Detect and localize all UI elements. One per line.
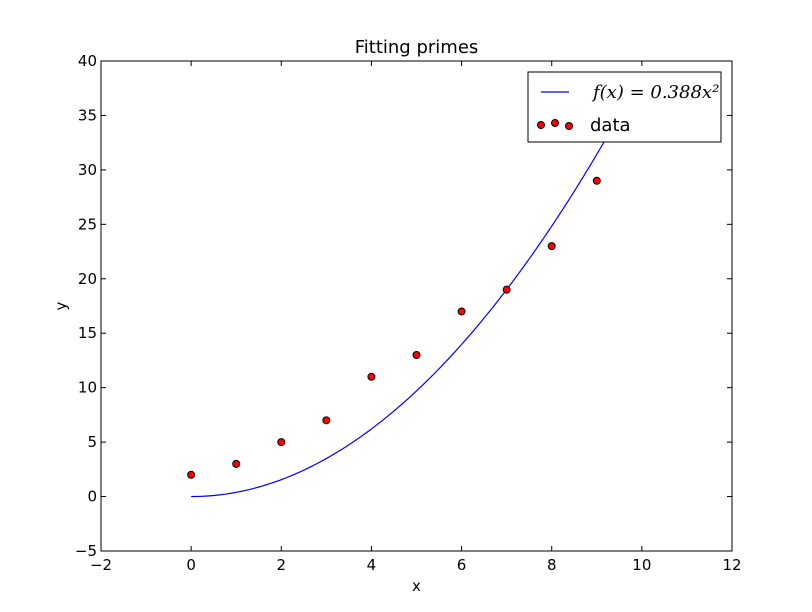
y-tick-label: 5 bbox=[87, 433, 97, 451]
x-tick-label: 0 bbox=[186, 556, 196, 574]
y-tick-label: 10 bbox=[78, 379, 97, 397]
y-tick-label: 30 bbox=[78, 161, 97, 179]
legend-scatter-swatch bbox=[565, 122, 573, 130]
legend: f(x) = 0.388x² data bbox=[527, 71, 722, 143]
y-axis-label: y bbox=[52, 301, 70, 310]
fit-curve-line bbox=[191, 114, 620, 498]
scatter-point bbox=[322, 416, 331, 425]
y-tick-label: 25 bbox=[78, 215, 97, 233]
scatter-point bbox=[592, 176, 601, 185]
legend-label-fit: f(x) = 0.388x² bbox=[591, 82, 719, 103]
chart-title: Fitting primes bbox=[355, 37, 479, 58]
axis-ticks: −2 0 2 4 6 8 10 12 −5 0 5 10 15 20 25 30 35 40 bbox=[75, 52, 742, 574]
plot-area bbox=[187, 114, 620, 498]
scatter-point bbox=[187, 470, 196, 479]
x-tick-label: 4 bbox=[367, 556, 377, 574]
legend-scatter-swatch bbox=[551, 119, 559, 127]
scatter-point bbox=[457, 307, 466, 316]
y-tick-label: 35 bbox=[78, 106, 97, 124]
y-tick-label: 20 bbox=[78, 270, 97, 288]
scatter-point bbox=[502, 285, 511, 294]
x-tick-label: 10 bbox=[632, 556, 651, 574]
scatter-point bbox=[232, 459, 241, 468]
legend-scatter-swatch bbox=[537, 121, 545, 129]
x-tick-label: 2 bbox=[277, 556, 287, 574]
y-tick-label: 15 bbox=[78, 324, 97, 342]
x-tick-label: −2 bbox=[90, 556, 112, 574]
x-tick-label: 6 bbox=[457, 556, 467, 574]
x-tick-label: 12 bbox=[722, 556, 741, 574]
axes-frame bbox=[100, 60, 733, 552]
scatter-point bbox=[367, 372, 376, 381]
legend-box bbox=[527, 71, 722, 143]
x-tick-label: 8 bbox=[547, 556, 557, 574]
scatter-point bbox=[412, 351, 421, 359]
scatter-point bbox=[547, 242, 556, 251]
y-tick-label: 0 bbox=[87, 488, 97, 506]
y-tick-label: 40 bbox=[78, 52, 97, 70]
legend-label-data: data bbox=[590, 115, 631, 136]
scatter-point bbox=[277, 438, 286, 447]
y-tick-label: −5 bbox=[75, 542, 97, 560]
x-axis-label: x bbox=[412, 577, 421, 595]
